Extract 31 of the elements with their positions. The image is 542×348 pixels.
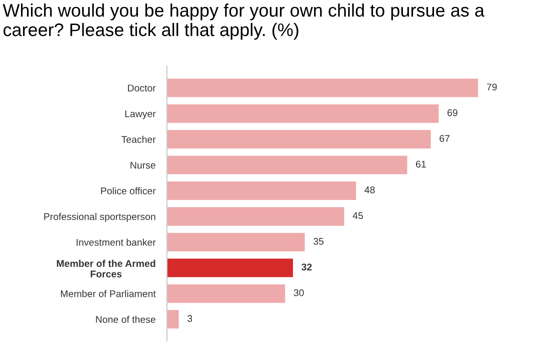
data-label: 35: [313, 238, 324, 245]
y-tick-label: Member of the Armed Forces: [56, 260, 156, 278]
bar: [166, 207, 344, 226]
bar: [166, 181, 356, 200]
data-label: 69: [448, 109, 458, 116]
data-label: 32: [302, 264, 312, 270]
data-label: 61: [416, 160, 426, 168]
y-tick-label: Lawyer: [125, 110, 156, 120]
data-label: 45: [352, 212, 363, 220]
y-tick-label: Investment banker: [76, 238, 156, 246]
y-tick-label: Member of Parliament: [60, 290, 156, 298]
bar: [166, 130, 431, 149]
bar: [166, 78, 478, 98]
bar: [166, 156, 408, 174]
y-tick-label: Teacher: [121, 136, 156, 143]
bar: [166, 104, 439, 123]
data-label: 3: [187, 315, 192, 322]
bar: [166, 232, 305, 252]
y-tick-label: Professional sportsperson: [44, 212, 156, 222]
y-tick-label: Nurse: [130, 162, 156, 169]
y-tick-label: Doctor: [128, 84, 156, 92]
data-label: 48: [364, 186, 375, 194]
chart-title: Which would you be happy for your own child to pursue as a career? Please tick all that apply. (%): [2, 3, 484, 40]
bar: [166, 258, 293, 278]
bar: [166, 284, 286, 303]
y-tick-label: None of these: [96, 316, 156, 323]
data-label: 30: [294, 289, 304, 296]
data-label: 79: [486, 84, 497, 90]
bar: [166, 310, 179, 329]
y-tick-label: Police officer: [101, 187, 156, 194]
data-label: 67: [440, 135, 450, 142]
